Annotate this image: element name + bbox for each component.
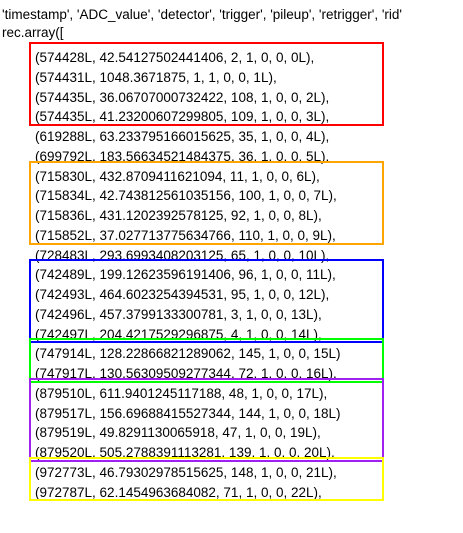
group-red-box xyxy=(29,42,384,126)
group-blue-box xyxy=(29,259,384,343)
record-row: (619288L, 63.233795166015625, 35, 1, 0, … xyxy=(35,127,341,147)
field-names-line: 'timestamp', 'ADC_value', 'detector', 't… xyxy=(2,6,402,24)
group-green-box xyxy=(29,338,384,383)
rec-array-line: rec.array([ xyxy=(2,24,402,42)
group-purple-box xyxy=(29,378,384,462)
group-yellow-box xyxy=(29,457,384,502)
group-orange-box xyxy=(29,161,384,245)
output-header: 'timestamp', 'ADC_value', 'detector', 't… xyxy=(2,6,402,42)
